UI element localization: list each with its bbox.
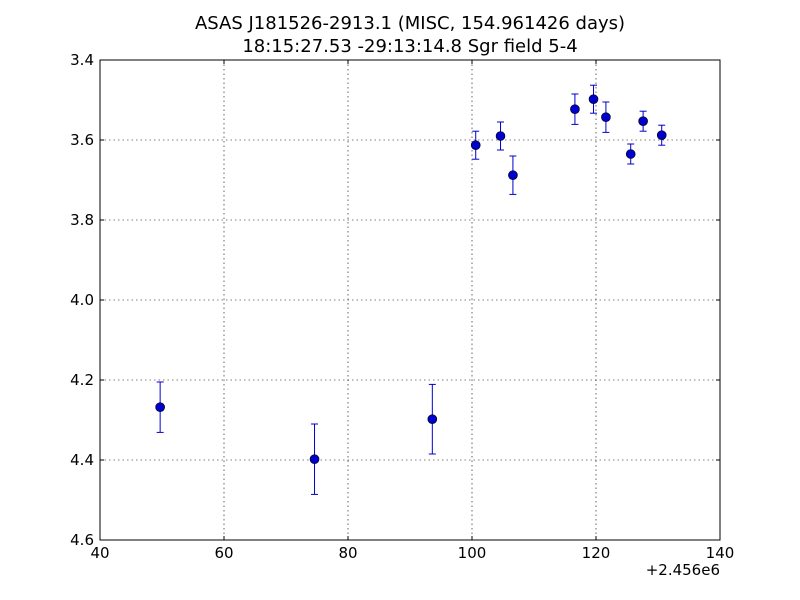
point-marker [570, 104, 580, 114]
y-tick-label: 3.6 [70, 131, 94, 149]
x-tick-label: 60 [214, 544, 233, 562]
data-point [601, 101, 611, 133]
point-marker [508, 170, 518, 180]
data-point [427, 383, 438, 455]
x-offset-label: +2.456e6 [646, 561, 720, 579]
data-point [625, 143, 636, 165]
data-point [588, 84, 599, 114]
point-marker [309, 454, 320, 465]
data-point [309, 423, 320, 495]
point-marker [625, 149, 636, 159]
point-marker [601, 112, 611, 122]
data-point [470, 130, 481, 160]
y-tick-label: 3.8 [70, 211, 94, 229]
data-point [495, 121, 506, 151]
x-tick-label: 120 [582, 544, 611, 562]
y-tick-label: 4.0 [70, 291, 94, 309]
x-tick-label: 80 [338, 544, 357, 562]
point-marker [427, 414, 438, 425]
data-point [638, 110, 648, 132]
chart-subtitle: 18:15:27.53 -29:13:14.8 Sgr field 5-4 [242, 36, 577, 57]
data-point [508, 155, 518, 195]
y-tick-label: 4.2 [70, 371, 94, 389]
y-tick-label: 4.4 [70, 451, 94, 469]
point-marker [588, 94, 599, 104]
y-tick-label: 4.6 [70, 531, 94, 549]
y-tick-label: 3.4 [70, 51, 94, 69]
point-marker [155, 402, 165, 413]
point-marker [656, 130, 667, 140]
axis-ticks: 40 60 80 100 120 140 3.4 3.6 3.8 4.0 4.2 4.4 4.6 [70, 51, 734, 562]
x-tick-label: 100 [458, 544, 487, 562]
point-marker [638, 116, 648, 126]
point-marker [470, 140, 481, 150]
grid [100, 60, 720, 540]
chart-title: ASAS J181526-2913.1 (MISC, 154.961426 da… [195, 13, 625, 34]
x-tick-label: 140 [706, 544, 735, 562]
data-point [155, 381, 165, 433]
data-point [656, 124, 667, 146]
data-points [155, 84, 667, 495]
x-tick-label: 40 [90, 544, 109, 562]
point-marker [495, 131, 506, 141]
data-point [570, 93, 580, 125]
